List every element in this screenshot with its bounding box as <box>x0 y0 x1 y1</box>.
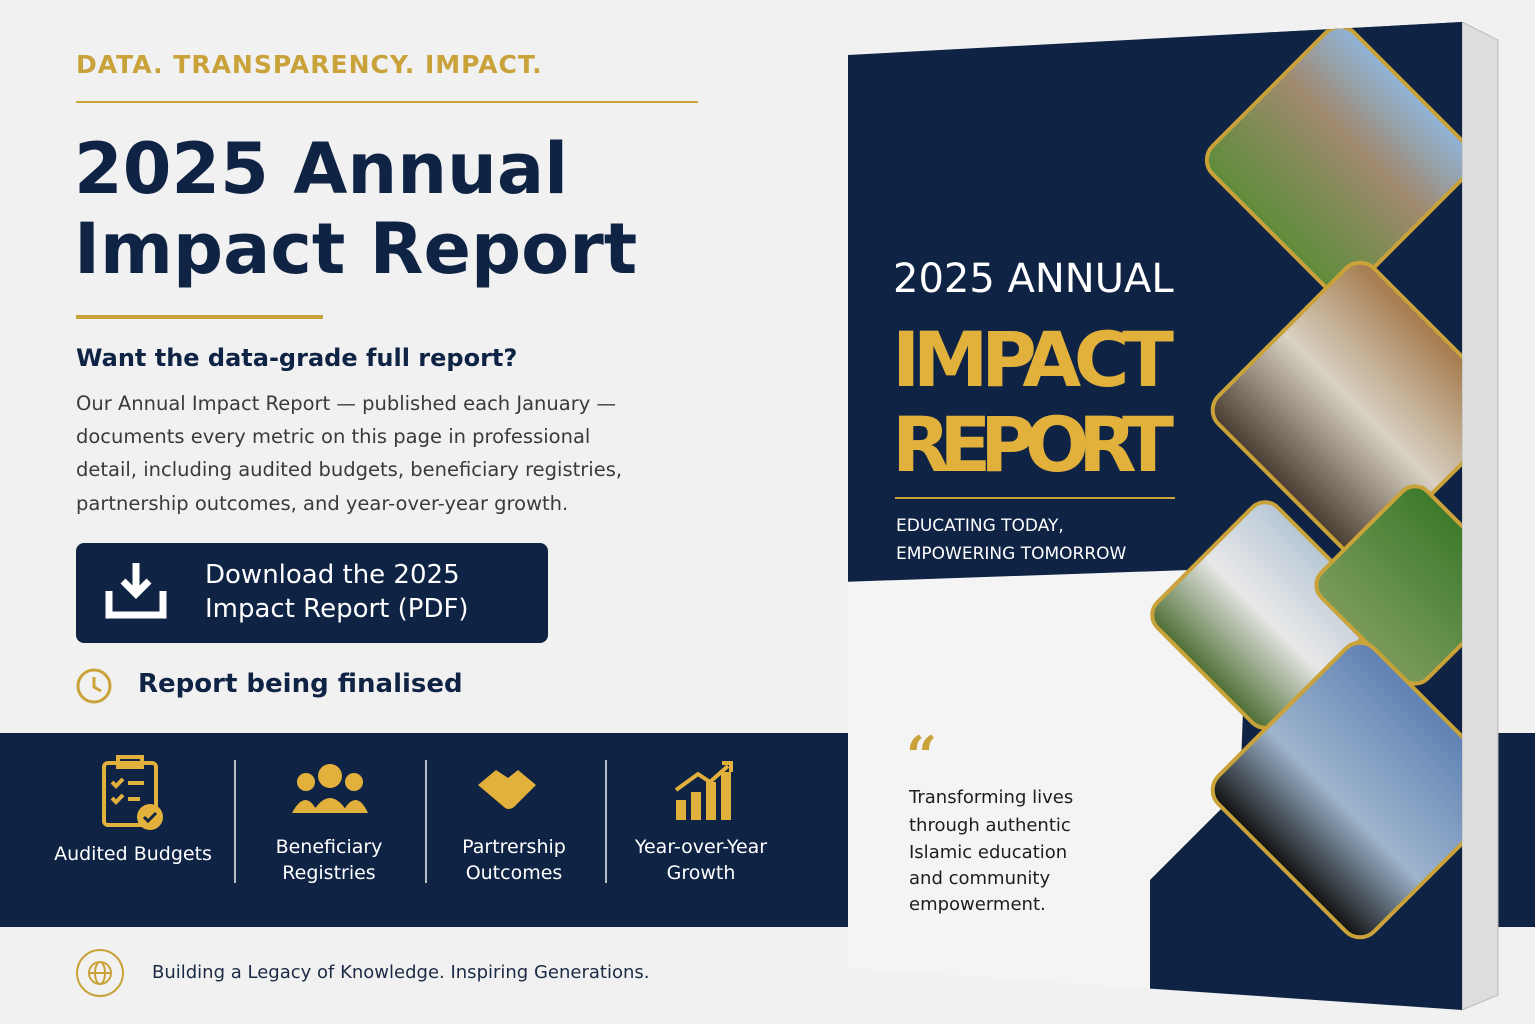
feature-label: Audited Budgets <box>54 843 212 865</box>
divider <box>76 101 698 103</box>
book-subtitle: EMPOWERING TOMORROW <box>896 544 1127 564</box>
button-label[interactable]: Download the 2025 <box>205 560 460 590</box>
tagline: DATA. TRANSPARENCY. IMPACT. <box>76 50 543 79</box>
feature-label: Outcomes <box>465 862 563 884</box>
book-title: IMPACT <box>892 315 1174 404</box>
footer-text: Building a Legacy of Knowledge. Inspirin… <box>152 962 650 983</box>
feature-label: Registries <box>282 862 376 884</box>
body-text: partnership outcomes, and year-over-year… <box>76 492 569 515</box>
book-title: REPORT <box>892 400 1174 489</box>
body-text: Our Annual Impact Report — published eac… <box>76 392 616 415</box>
title: Impact Report <box>74 208 638 290</box>
status: Report being finalised <box>138 669 463 699</box>
button-label[interactable]: Impact Report (PDF) <box>205 594 469 624</box>
feature-label: Beneficiary <box>275 836 383 858</box>
book-title-top: 2025 ANNUAL <box>893 256 1174 302</box>
feature-label: Growth <box>666 862 736 884</box>
book-subtitle: EDUCATING TODAY, <box>896 516 1064 536</box>
download-button[interactable] <box>76 543 548 643</box>
feature-label: Year-over-Year <box>634 836 768 858</box>
download-icon <box>105 563 167 619</box>
divider <box>76 315 323 319</box>
body-text: detail, including audited budgets, benef… <box>76 458 623 481</box>
clock-icon <box>76 668 112 704</box>
feature-icons <box>76 755 733 997</box>
feature-label: Partrership <box>462 836 566 858</box>
heading: Want the data-grade full report? <box>76 344 518 372</box>
body-text: documents every metric on this page in p… <box>76 425 591 448</box>
title: 2025 Annual <box>74 128 569 210</box>
